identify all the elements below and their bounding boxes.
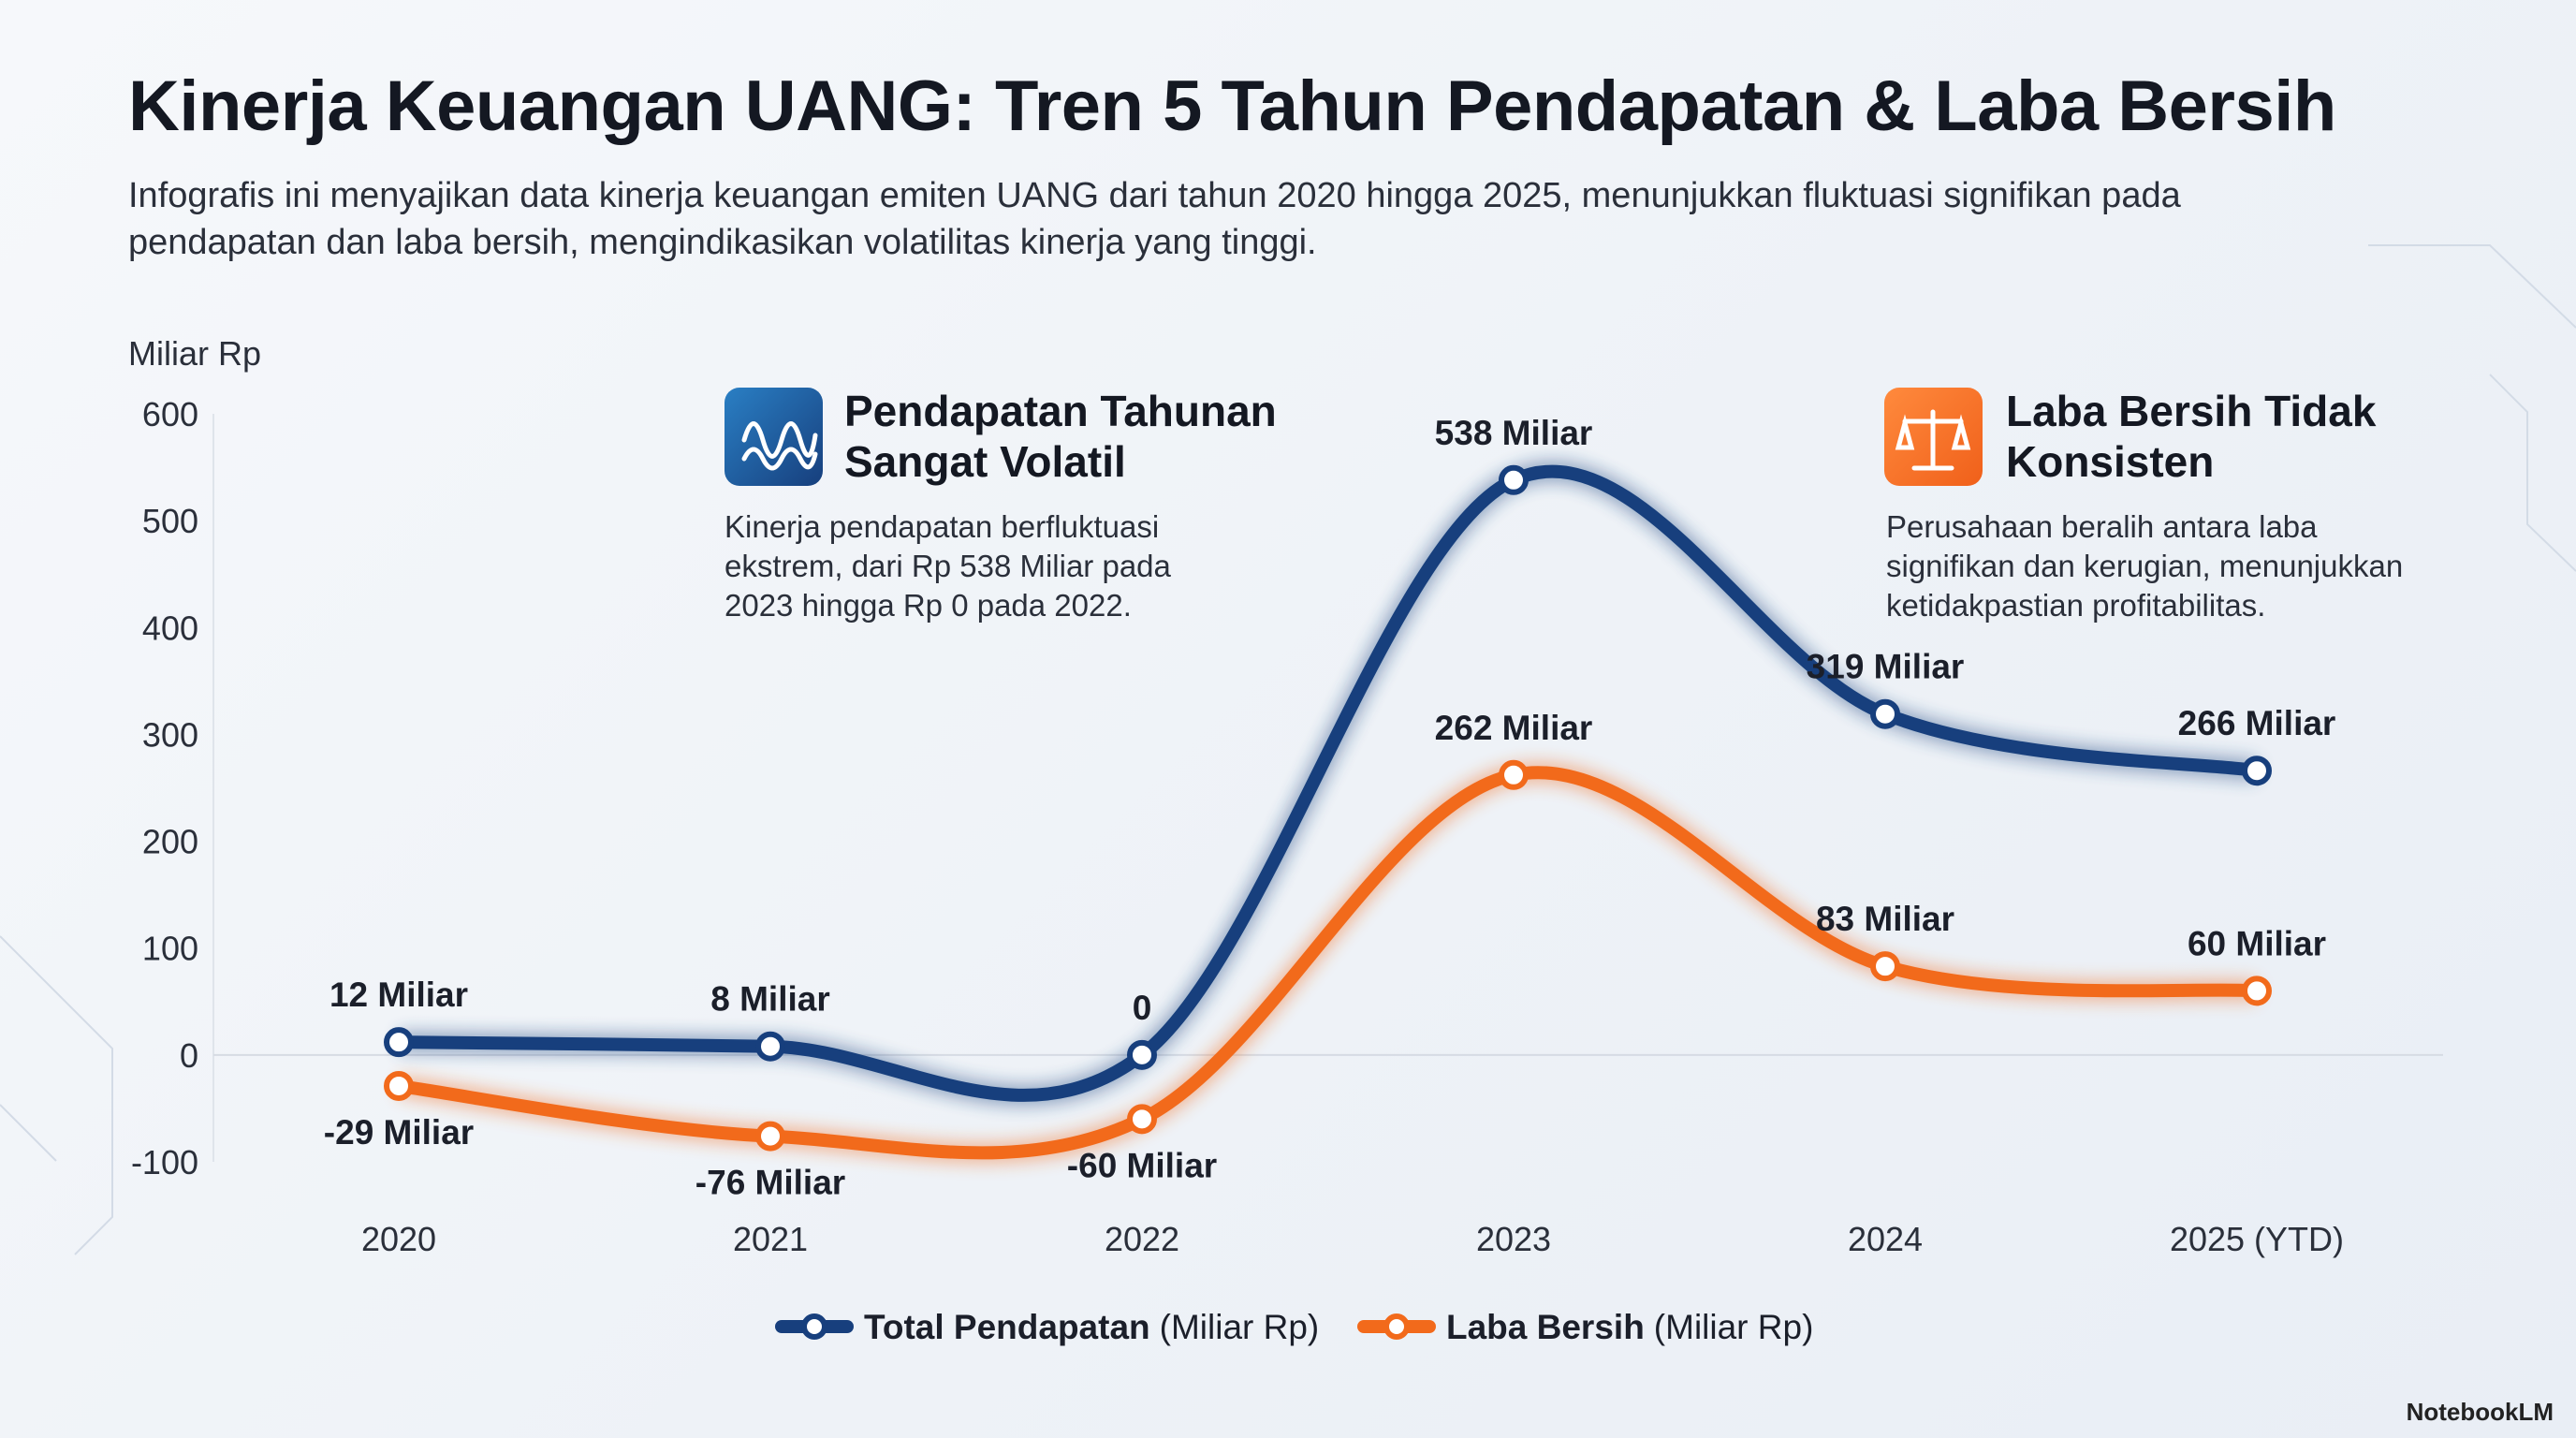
point xyxy=(1127,1039,1157,1070)
annotation-icon-profit xyxy=(1884,388,1983,486)
legend-label: Total Pendapatan (Miliar Rp) xyxy=(864,1308,1319,1346)
y-tick-label: 600 xyxy=(142,395,198,433)
line-glow xyxy=(397,762,2258,1164)
legend-unit: (Miliar Rp) xyxy=(1654,1308,1814,1346)
point xyxy=(384,1070,414,1101)
data-label: 60 Miliar xyxy=(2188,924,2326,962)
point xyxy=(1499,464,1529,495)
page-title: Kinerja Keuangan UANG: Tren 5 Tahun Pend… xyxy=(128,66,2336,146)
point xyxy=(755,1121,785,1152)
annotation-text: Perusahaan beralih antara laba signifika… xyxy=(1886,509,2404,623)
y-tick-label: -100 xyxy=(131,1143,198,1181)
annotation: Laba Bersih Tidak Konsisten xyxy=(2006,386,2399,487)
point xyxy=(1499,759,1529,790)
data-label: 266 Miliar xyxy=(2178,704,2336,742)
data-label: 8 Miliar xyxy=(710,980,830,1019)
y-tick-label: 300 xyxy=(142,715,198,754)
data-label: 12 Miliar xyxy=(329,976,468,1014)
y-tick-label: 500 xyxy=(142,502,198,540)
x-tick-label: 2023 xyxy=(1476,1220,1551,1258)
x-tick-label: 2024 xyxy=(1848,1220,1923,1258)
point xyxy=(384,1027,414,1058)
y-tick-label: 0 xyxy=(180,1036,198,1075)
data-label: 0 xyxy=(1133,989,1152,1027)
legend-name: Total Pendapatan xyxy=(864,1308,1150,1346)
x-tick-label: 2022 xyxy=(1105,1220,1179,1258)
annotation-title: Pendapatan Tahunan Sangat Volatil xyxy=(844,387,1277,486)
data-label: 319 Miliar xyxy=(1807,648,1965,686)
point xyxy=(1870,698,1900,729)
y-tick-label: 400 xyxy=(142,609,198,647)
point xyxy=(755,1031,785,1062)
watermark: NotebookLM xyxy=(2406,1398,2554,1426)
legend-swatch-point xyxy=(1383,1313,1410,1340)
annotation-text: Kinerja pendapatan berfluktuasi ekstrem,… xyxy=(724,509,1171,623)
x-tick-label: 2020 xyxy=(361,1220,436,1258)
y-tick-label: 200 xyxy=(142,823,198,861)
point xyxy=(1127,1104,1157,1135)
y-tick-label: 100 xyxy=(142,930,198,968)
x-tick-label: 2025 (YTD) xyxy=(2170,1220,2344,1258)
legend-label: Laba Bersih (Miliar Rp) xyxy=(1446,1308,1813,1346)
data-label: 83 Miliar xyxy=(1816,900,1954,938)
legend-unit: (Miliar Rp) xyxy=(1160,1308,1320,1346)
annotation-title: Laba Bersih Tidak Konsisten xyxy=(2006,387,2377,486)
page-subtitle: Infografis ini menyajikan data kinerja k… xyxy=(128,176,2181,262)
annotation-icon-revenue xyxy=(724,388,823,486)
y-axis-label: Miliar Rp xyxy=(128,334,261,373)
legend-name: Laba Bersih xyxy=(1446,1308,1645,1346)
data-label: -60 Miliar xyxy=(1067,1146,1217,1184)
data-label: 262 Miliar xyxy=(1435,709,1593,747)
point xyxy=(2242,976,2272,1006)
line xyxy=(392,766,2263,1160)
legend-swatch-point xyxy=(801,1313,827,1340)
x-tick-label: 2021 xyxy=(733,1220,808,1258)
data-label: -29 Miliar xyxy=(324,1113,474,1152)
data-label: 538 Miliar xyxy=(1435,414,1593,452)
data-label: -76 Miliar xyxy=(695,1164,845,1202)
annotation: Pendapatan Tahunan Sangat Volatil xyxy=(844,386,1368,487)
background-decoration xyxy=(0,244,2576,1255)
point xyxy=(2242,756,2272,786)
point xyxy=(1870,951,1900,982)
